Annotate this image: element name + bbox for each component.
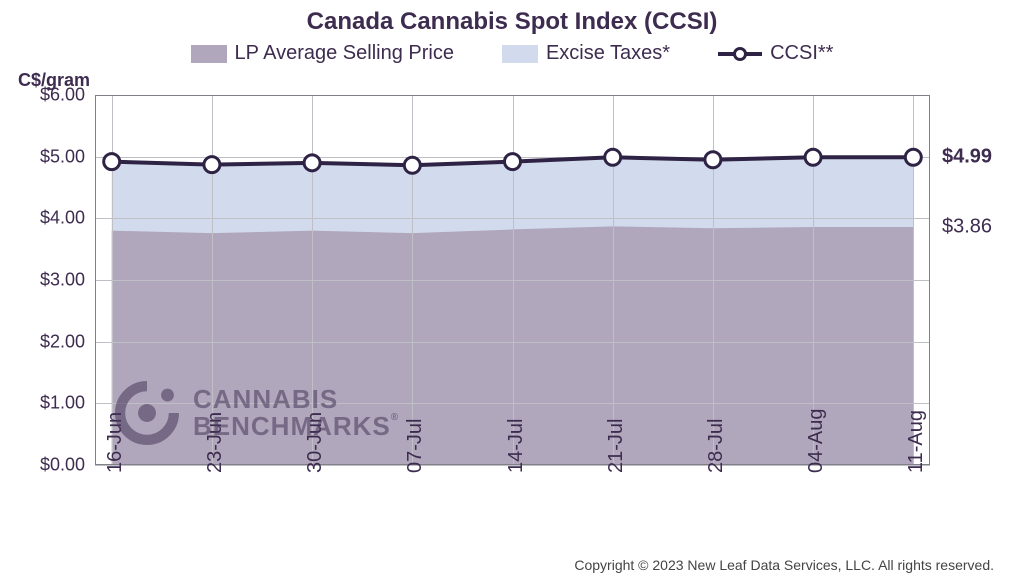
x-tick-label: 30-Jun bbox=[304, 412, 327, 473]
x-tick-label: 16-Jun bbox=[104, 412, 127, 473]
legend-label-ccsi: CCSI** bbox=[770, 42, 833, 65]
x-tick-label: 21-Jul bbox=[605, 419, 628, 473]
y-tick-label: $5.00 bbox=[40, 146, 85, 167]
legend-swatch-lp bbox=[191, 45, 227, 63]
plot-area: $0.00$1.00$2.00$3.00$4.00$5.00$6.00 16-J… bbox=[95, 95, 930, 465]
legend-swatch-ccsi bbox=[718, 45, 762, 63]
chart-legend: LP Average Selling Price Excise Taxes* C… bbox=[0, 42, 1024, 65]
end-label-lp: $3.86 bbox=[942, 215, 992, 238]
ccsi-chart: Canada Cannabis Spot Index (CCSI) LP Ave… bbox=[0, 0, 1024, 577]
y-tick-label: $6.00 bbox=[40, 85, 85, 106]
legend-item-excise: Excise Taxes* bbox=[502, 42, 670, 65]
end-label-ccsi: $4.99 bbox=[942, 146, 992, 169]
legend-item-lp: LP Average Selling Price bbox=[191, 42, 454, 65]
x-tick-label: 14-Jul bbox=[505, 419, 528, 473]
x-tick-label: 11-Aug bbox=[905, 410, 928, 473]
legend-label-excise: Excise Taxes* bbox=[546, 42, 670, 65]
x-tick-label: 04-Aug bbox=[805, 409, 828, 474]
y-tick-label: $1.00 bbox=[40, 393, 85, 414]
x-tick-label: 23-Jun bbox=[204, 412, 227, 473]
legend-swatch-excise bbox=[502, 45, 538, 63]
y-tick-label: $3.00 bbox=[40, 270, 85, 291]
y-tick-label: $0.00 bbox=[40, 455, 85, 476]
x-tick-label: 28-Jul bbox=[705, 419, 728, 473]
x-tick-label: 07-Jul bbox=[404, 419, 427, 473]
legend-item-ccsi: CCSI** bbox=[718, 42, 833, 65]
chart-title: Canada Cannabis Spot Index (CCSI) bbox=[0, 8, 1024, 36]
legend-label-lp: LP Average Selling Price bbox=[235, 42, 454, 65]
copyright-text: Copyright © 2023 New Leaf Data Services,… bbox=[574, 557, 994, 573]
y-tick-label: $4.00 bbox=[40, 208, 85, 229]
y-tick-label: $2.00 bbox=[40, 331, 85, 352]
